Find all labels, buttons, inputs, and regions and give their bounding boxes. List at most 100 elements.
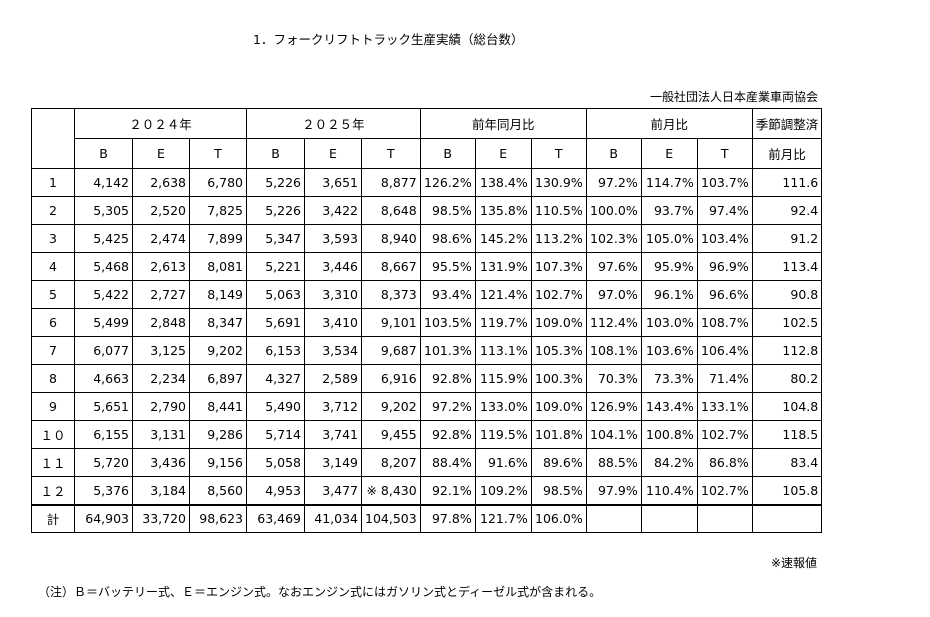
table-cell: 5,226 bbox=[246, 168, 305, 197]
table-cell: 97.4% bbox=[696, 196, 753, 225]
table-cell: 86.8% bbox=[696, 448, 753, 477]
table-cell: 100.8% bbox=[640, 420, 698, 449]
table-cell: 145.2% bbox=[474, 224, 532, 253]
table-cell: 110.5% bbox=[530, 196, 587, 225]
table-cell: 103.0% bbox=[640, 308, 698, 337]
table-cell: 2,234 bbox=[132, 364, 190, 393]
table-cell: 8,560 bbox=[189, 476, 247, 505]
header-seasonal-bottom: 前月比 bbox=[751, 138, 823, 169]
table-cell: 3,184 bbox=[132, 476, 190, 505]
table-cell: 102.5 bbox=[751, 308, 823, 337]
table-cell: 126.9% bbox=[585, 392, 642, 421]
table-cell: 6,155 bbox=[74, 420, 133, 449]
sub-header: T bbox=[696, 138, 753, 169]
sub-header: B bbox=[419, 138, 476, 169]
table-cell: 133.0% bbox=[474, 392, 532, 421]
table-cell: 105.3% bbox=[530, 336, 587, 365]
header-seasonal-top: 季節調整済 bbox=[751, 108, 823, 139]
table-cell: 9,202 bbox=[361, 392, 421, 421]
table-cell: 109.0% bbox=[530, 308, 587, 337]
production-table: ２０２４年 ２０２５年 前年同月比 前月比 季節調整済 B E T B E T … bbox=[31, 108, 823, 533]
table-cell: 98.5% bbox=[419, 196, 476, 225]
table-cell: 108.1% bbox=[585, 336, 642, 365]
table-cell: 97.9% bbox=[585, 476, 642, 505]
table-cell: 2,848 bbox=[132, 308, 190, 337]
table-cell: 9,202 bbox=[189, 336, 247, 365]
table-cell: 102.3% bbox=[585, 224, 642, 253]
table-row: 4 5,468 2,613 8,081 5,221 3,446 8,667 95.5% 131.… bbox=[31, 252, 823, 281]
table-cell: 98.6% bbox=[419, 224, 476, 253]
table-cell: 3,436 bbox=[132, 448, 190, 477]
table-cell: 105.8 bbox=[751, 476, 823, 505]
preliminary-footnote: ※速報値 bbox=[770, 556, 817, 570]
table-cell: 5,499 bbox=[74, 308, 133, 337]
table-cell: 3,125 bbox=[132, 336, 190, 365]
table-cell: 9,156 bbox=[189, 448, 247, 477]
table-cell: 3,712 bbox=[304, 392, 362, 421]
table-cell: 5,221 bbox=[246, 252, 305, 281]
table-cell: 3,534 bbox=[304, 336, 362, 365]
header-2024: ２０２４年 bbox=[74, 108, 247, 139]
table-cell: 2,790 bbox=[132, 392, 190, 421]
table-cell: 112.8 bbox=[751, 336, 823, 365]
table-cell: 3,593 bbox=[304, 224, 362, 253]
table-cell: 121.4% bbox=[474, 280, 532, 309]
table-cell: 104.8 bbox=[751, 392, 823, 421]
table-cell: 115.9% bbox=[474, 364, 532, 393]
header-row-groups: ２０２４年 ２０２５年 前年同月比 前月比 季節調整済 bbox=[31, 108, 823, 169]
table-cell: 89.6% bbox=[530, 448, 587, 477]
row-label: １０ bbox=[31, 420, 75, 449]
table-cell: 143.4% bbox=[640, 392, 698, 421]
table-cell: 98,623 bbox=[189, 503, 247, 533]
table-row: 3 5,425 2,474 7,899 5,347 3,593 8,940 98.6% 145.… bbox=[31, 224, 823, 253]
table-cell: 126.2% bbox=[419, 168, 476, 197]
table-cell: 5,651 bbox=[74, 392, 133, 421]
table-cell: 4,663 bbox=[74, 364, 133, 393]
table-cell: 92.1% bbox=[419, 476, 476, 505]
table-cell: 98.5% bbox=[530, 476, 587, 505]
table-cell: 103.5% bbox=[419, 308, 476, 337]
table-row: 8 4,663 2,234 6,897 4,327 2,589 6,916 92.8% 115.… bbox=[31, 364, 823, 393]
header-2025: ２０２５年 bbox=[246, 108, 421, 139]
table-cell: 102.7% bbox=[530, 280, 587, 309]
table-cell: 6,077 bbox=[74, 336, 133, 365]
table-row: 7 6,077 3,125 9,202 6,153 3,534 9,687 101.3% 113… bbox=[31, 336, 823, 365]
table-row: 計 64,903 33,720 98,623 63,469 41,034 104,503 97… bbox=[31, 503, 823, 533]
table-cell: 97.6% bbox=[585, 252, 642, 281]
row-label: 4 bbox=[31, 252, 75, 281]
sub-header: E bbox=[474, 138, 532, 169]
table-cell: 109.0% bbox=[530, 392, 587, 421]
sub-header: T bbox=[189, 138, 247, 169]
row-label: 1 bbox=[31, 168, 75, 197]
table-cell: 7,899 bbox=[189, 224, 247, 253]
table-cell: 84.2% bbox=[640, 448, 698, 477]
table-cell: 107.3% bbox=[530, 252, 587, 281]
table-cell: 4,327 bbox=[246, 364, 305, 393]
table-cell: 121.7% bbox=[474, 503, 532, 533]
table-cell: 3,310 bbox=[304, 280, 362, 309]
table-cell bbox=[585, 503, 642, 533]
table-cell: 8,667 bbox=[361, 252, 421, 281]
row-label: 2 bbox=[31, 196, 75, 225]
table-cell: 6,897 bbox=[189, 364, 247, 393]
table-cell: 104,503 bbox=[361, 503, 421, 533]
table-row: １２ 5,376 3,184 8,560 4,953 3,477 ※ 8,430 92.1% 1… bbox=[31, 476, 823, 505]
table-cell: 2,589 bbox=[304, 364, 362, 393]
table-cell: 138.4% bbox=[474, 168, 532, 197]
table-row: 1 4,142 2,638 6,780 5,226 3,651 8,877 126.2% 138… bbox=[31, 168, 823, 197]
table-cell: 73.3% bbox=[640, 364, 698, 393]
association-name: 一般社団法人日本産業車両協会 bbox=[649, 90, 818, 104]
legend-note: （注）Ｂ＝バッテリー式、Ｅ＝エンジン式。なおエンジン式にはガソリン式とディーゼル… bbox=[38, 585, 602, 599]
table-cell: 135.8% bbox=[474, 196, 532, 225]
table-cell: 96.9% bbox=[696, 252, 753, 281]
table-cell: 93.4% bbox=[419, 280, 476, 309]
table-cell: 131.9% bbox=[474, 252, 532, 281]
table-cell: 113.2% bbox=[530, 224, 587, 253]
table-cell: 8,441 bbox=[189, 392, 247, 421]
table-cell: 95.9% bbox=[640, 252, 698, 281]
sub-header: E bbox=[640, 138, 698, 169]
table-cell: 5,691 bbox=[246, 308, 305, 337]
table-cell: 109.2% bbox=[474, 476, 532, 505]
table-cell bbox=[751, 503, 823, 533]
table-cell: 8,373 bbox=[361, 280, 421, 309]
